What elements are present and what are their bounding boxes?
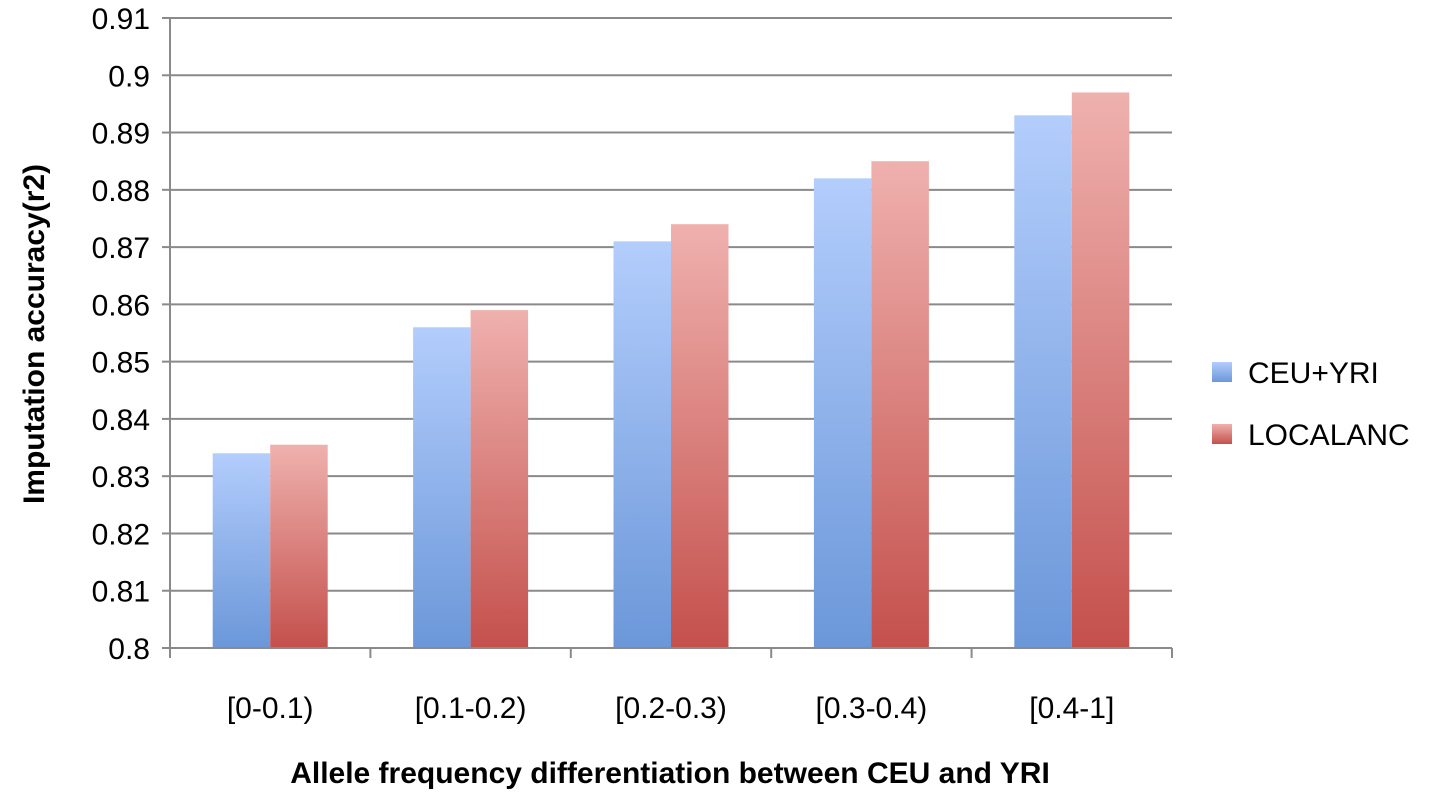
y-tick-label: 0.82 <box>92 518 150 551</box>
y-tick-label: 0.89 <box>92 118 150 151</box>
axes <box>162 17 1173 658</box>
y-tick-label: 0.81 <box>92 576 150 609</box>
y-tick-label: 0.87 <box>92 232 150 265</box>
bar-localanc-0 <box>270 444 328 648</box>
tick-labels: 0.8 0.81 0.82 0.83 0.84 0.85 0.86 0.87 0.88 0.89 0… <box>92 3 1115 725</box>
y-tick-label: 0.91 <box>92 3 150 36</box>
y-tick-label: 0.86 <box>92 289 150 322</box>
y-tick-label: 0.84 <box>92 404 150 437</box>
y-tick-label: 0.83 <box>92 461 150 494</box>
y-axis-title: Imputation accuracy(r2) <box>18 164 51 504</box>
bar-ceu-yri-1 <box>413 327 471 648</box>
bar-localanc-3 <box>871 161 929 648</box>
legend-swatch <box>1212 362 1232 382</box>
bar-ceu-yri-0 <box>212 453 271 648</box>
bar-ceu-yri-3 <box>813 178 872 648</box>
x-tick-label: [0.4-1] <box>1029 692 1114 725</box>
x-tick-label: [0.2-0.3) <box>615 692 727 725</box>
y-tick-label: 0.9 <box>108 60 150 93</box>
y-tick-label: 0.8 <box>108 633 150 666</box>
bar-ceu-yri-4 <box>1014 115 1072 648</box>
bar-localanc-4 <box>1071 92 1130 649</box>
x-tick-label: [0.1-0.2) <box>415 692 527 725</box>
x-axis-title: Allele frequency differentiation between… <box>290 757 1050 790</box>
x-tick-label: [0.3-0.4) <box>816 692 928 725</box>
bar-ceu-yri-2 <box>613 241 671 648</box>
legend: CEU+YRI LOCALANC <box>1212 357 1410 452</box>
y-tick-label: 0.88 <box>92 175 150 208</box>
bar-localanc-1 <box>470 310 529 648</box>
legend-label: CEU+YRI <box>1248 357 1379 390</box>
legend-label: LOCALANC <box>1248 419 1410 452</box>
legend-swatch <box>1212 424 1232 444</box>
x-tick-label: [0-0.1) <box>227 692 314 725</box>
y-tick-label: 0.85 <box>92 347 150 380</box>
bar-localanc-2 <box>671 224 729 648</box>
bars <box>212 92 1130 649</box>
